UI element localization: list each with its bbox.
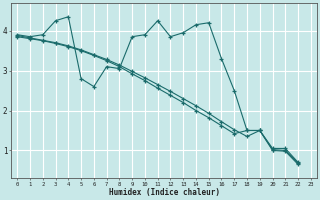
X-axis label: Humidex (Indice chaleur): Humidex (Indice chaleur): [108, 188, 220, 197]
